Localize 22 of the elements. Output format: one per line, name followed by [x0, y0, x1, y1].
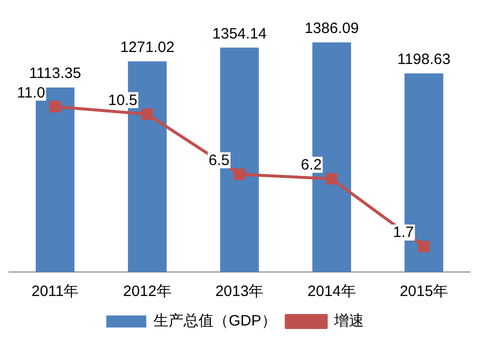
legend-label: 生产总值（GDP）	[154, 312, 276, 330]
data-label: 1386.09	[304, 20, 359, 38]
data-label: 11.0	[17, 84, 46, 102]
x-tick-label: 2011年	[31, 283, 79, 300]
data-label: 10.5	[108, 92, 138, 109]
point	[49, 100, 61, 112]
point	[326, 173, 338, 185]
data-label: 1271.02	[120, 39, 174, 56]
data-label: 1113.35	[29, 65, 82, 82]
x-tick-label: 2012年	[123, 283, 172, 300]
x-tick-label: 2013年	[215, 283, 264, 300]
point	[142, 108, 154, 120]
data-label: 1.7	[393, 224, 414, 242]
x-tick-label: 2014年	[308, 283, 356, 300]
point	[234, 168, 246, 180]
x-tick-label: 2015年	[400, 283, 448, 300]
legend-label: 增速	[332, 312, 364, 330]
data-label: 6.5	[208, 152, 230, 169]
data-label: 6.2	[300, 156, 322, 174]
point	[418, 240, 430, 252]
data-label: 1198.63	[397, 51, 450, 68]
data-label: 1354.14	[212, 25, 267, 42]
